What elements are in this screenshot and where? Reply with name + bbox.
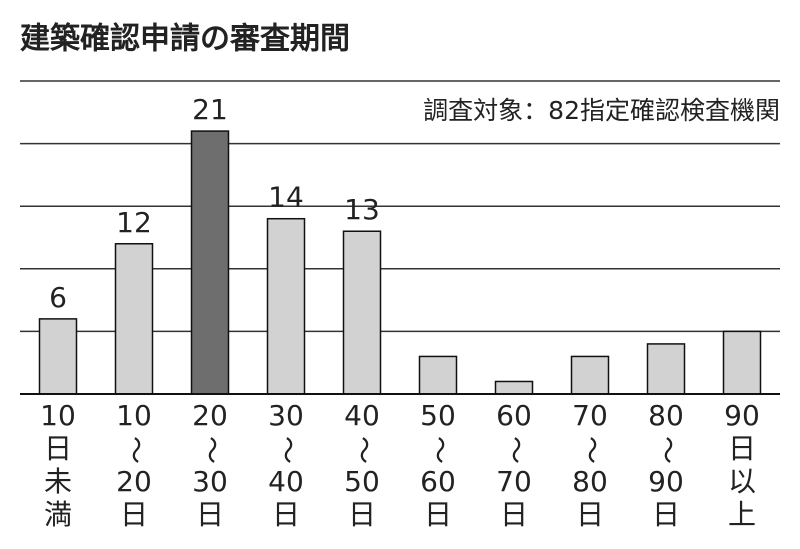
bar — [190, 130, 230, 395]
x-tick-label: 満 — [44, 498, 72, 531]
value-label: 14 — [268, 181, 304, 214]
x-tick-label: 日 — [576, 498, 604, 531]
x-tick-label: 40 — [344, 399, 380, 432]
x-tick-label: 70 — [496, 465, 532, 498]
bar — [38, 318, 78, 395]
bar — [646, 343, 686, 395]
x-tick-label: 日 — [196, 498, 224, 531]
x-tick-label: 日 — [652, 498, 680, 531]
x-tick-label: 日 — [348, 498, 376, 531]
bar — [722, 330, 762, 395]
x-tick-label: 20 — [116, 465, 152, 498]
annotation: 調査対象：82指定確認検査機関 — [423, 96, 780, 125]
x-tick-label: 50 — [344, 465, 380, 498]
value-label: 12 — [116, 206, 152, 239]
x-tick-label: 日 — [500, 498, 528, 531]
x-tick-label: 〜 — [423, 436, 456, 464]
x-tick-label: 〜 — [271, 436, 304, 464]
x-tick-label: 〜 — [499, 436, 532, 464]
value-label: 21 — [192, 93, 228, 126]
x-tick-label: 80 — [572, 465, 608, 498]
x-tick-label: 未 — [44, 465, 72, 498]
x-tick-label: 90 — [648, 465, 684, 498]
bar — [418, 355, 458, 395]
x-tick-label: 日 — [424, 498, 452, 531]
x-tick-label: 10 — [40, 399, 76, 432]
bar — [342, 230, 382, 395]
x-tick-label: 〜 — [195, 436, 228, 464]
bar — [494, 380, 534, 395]
x-tick-label: 30 — [192, 465, 228, 498]
x-tick-label: 70 — [572, 399, 608, 432]
bar — [114, 243, 154, 395]
x-tick-label: 50 — [420, 399, 456, 432]
x-tick-label: 20 — [192, 399, 228, 432]
x-tick-label: 日 — [728, 432, 756, 465]
x-tick-label: 日 — [272, 498, 300, 531]
x-tick-label: 日 — [120, 498, 148, 531]
x-tick-label: 〜 — [119, 436, 152, 464]
x-tick-label: 日 — [44, 432, 72, 465]
bar — [570, 355, 610, 395]
chart-title: 建築確認申請の審査期間 — [20, 22, 350, 57]
x-tick-label: 以 — [728, 465, 756, 498]
x-tick-label: 〜 — [347, 436, 380, 464]
x-tick-label: 60 — [496, 399, 532, 432]
x-tick-label: 90 — [724, 399, 760, 432]
x-tick-label: 80 — [648, 399, 684, 432]
value-label: 6 — [49, 281, 67, 314]
value-label: 13 — [344, 193, 380, 226]
x-tick-label: 10 — [116, 399, 152, 432]
x-tick-label: 上 — [728, 498, 756, 531]
x-tick-label: 30 — [268, 399, 304, 432]
x-tick-label: 〜 — [651, 436, 684, 464]
bar — [266, 217, 306, 395]
x-tick-label: 60 — [420, 465, 456, 498]
x-tick-label: 〜 — [575, 436, 608, 464]
x-tick-label: 40 — [268, 465, 304, 498]
